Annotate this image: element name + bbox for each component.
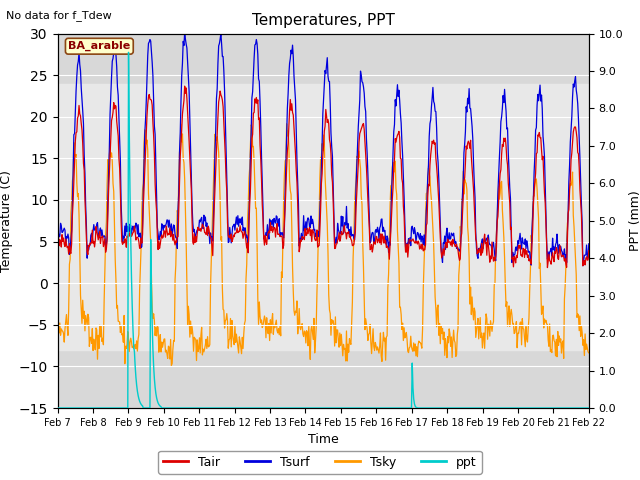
Legend: Tair, Tsurf, Tsky, ppt: Tair, Tsurf, Tsky, ppt [158,451,482,474]
Y-axis label: Temperature (C): Temperature (C) [0,170,13,272]
Y-axis label: PPT (mm): PPT (mm) [628,191,640,251]
Text: No data for f_Tdew: No data for f_Tdew [6,10,112,21]
Text: BA_arable: BA_arable [68,41,131,51]
Bar [58,84,589,350]
X-axis label: Time: Time [308,433,339,446]
Title: Temperatures, PPT: Temperatures, PPT [252,13,395,28]
